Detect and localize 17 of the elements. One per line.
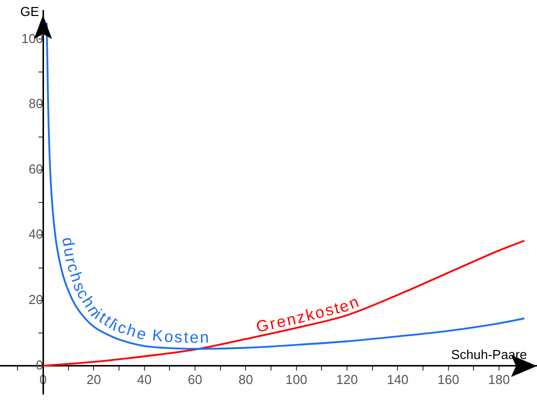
x-tick-label: 40 [137, 372, 152, 388]
y-axis-title: GE [20, 4, 40, 20]
x-tick-label: 100 [286, 372, 308, 388]
x-tick-label: 140 [386, 372, 409, 388]
x-tick-label: 80 [238, 372, 253, 388]
line-series [42, 240, 526, 367]
y-tick-label: 60 [28, 161, 44, 176]
x-axis-title: Schuh-Paare [451, 346, 527, 362]
y-tick-label: 80 [28, 96, 44, 112]
x-tick-label: 20 [86, 372, 101, 388]
x-tick-label: 160 [437, 372, 460, 388]
x-tick-label: 120 [336, 372, 358, 388]
x-tick-label: 60 [188, 372, 202, 388]
y-tick-label: 20 [28, 292, 44, 308]
x-tick-label: 180 [488, 372, 510, 388]
y-tick-label: 40 [28, 226, 44, 242]
text: Grenzkosten [254, 294, 362, 336]
